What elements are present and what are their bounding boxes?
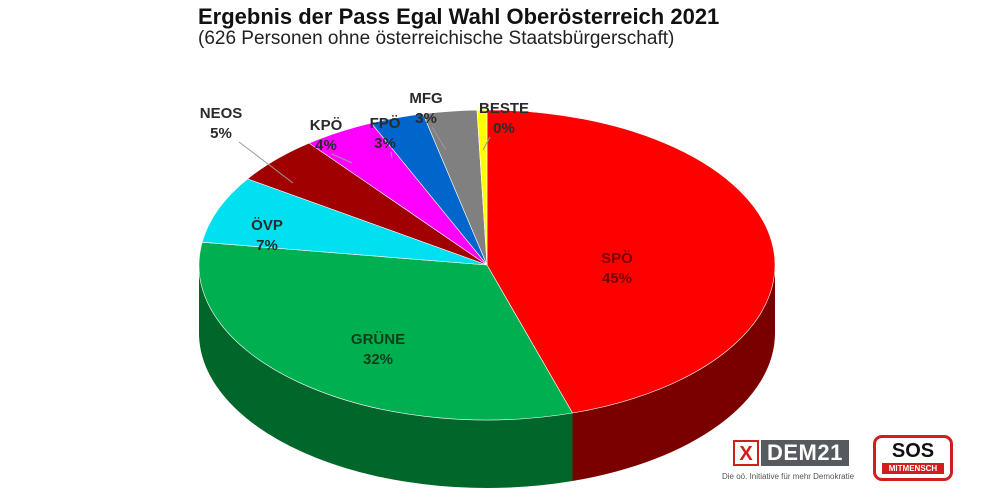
dem21-logo: X DEM21 — [733, 438, 849, 468]
slice-value-fpoe: 3% — [374, 135, 396, 152]
dem21-x-icon: X — [733, 440, 759, 466]
dem21-wordmark: DEM21 — [761, 440, 849, 466]
leader-line-fpoe — [390, 151, 393, 159]
slice-value-oevp: 7% — [256, 237, 278, 254]
slice-value-beste: 0% — [493, 120, 515, 137]
pie-side-spoe — [572, 265, 775, 482]
slice-label-neos: NEOS — [200, 105, 243, 122]
leader-line-neos — [238, 141, 294, 184]
chart-title: Ergebnis der Pass Egal Wahl Oberösterrei… — [198, 4, 720, 29]
slice-label-spoe: SPÖ — [601, 250, 633, 267]
sos-wordmark: SOS — [891, 440, 935, 462]
sos-mitmensch-logo: SOS MITMENSCH — [873, 435, 953, 481]
slice-value-mfg: 3% — [415, 110, 437, 127]
pie-side-gruene — [199, 265, 573, 489]
leader-line-kpoe — [331, 153, 353, 164]
leader-line-beste — [482, 136, 491, 151]
sos-subline: MITMENSCH — [882, 463, 944, 474]
pie-slice-gruene — [198, 241, 573, 421]
slice-value-gruene: 32% — [363, 351, 393, 368]
leader-line-mfg — [431, 126, 447, 151]
pie-slice-beste — [476, 109, 488, 266]
chart-subtitle: (626 Personen ohne österreichische Staat… — [198, 28, 675, 49]
slice-value-spoe: 45% — [602, 270, 632, 287]
slice-value-kpoe: 4% — [315, 137, 337, 154]
slice-label-mfg: MFG — [409, 90, 442, 107]
slice-value-neos: 5% — [210, 125, 232, 142]
slice-label-fpoe: FPÖ — [370, 115, 401, 132]
slice-label-gruene: GRÜNE — [351, 331, 405, 348]
slice-label-kpoe: KPÖ — [310, 117, 343, 134]
pie-slice-oevp — [201, 178, 488, 266]
slice-label-beste: BESTE — [479, 100, 529, 117]
dem21-tagline: Die oö. Initiative für mehr Demokratie — [722, 472, 855, 481]
slice-label-oevp: ÖVP — [251, 217, 283, 234]
pie-slice-spoe — [486, 109, 776, 414]
